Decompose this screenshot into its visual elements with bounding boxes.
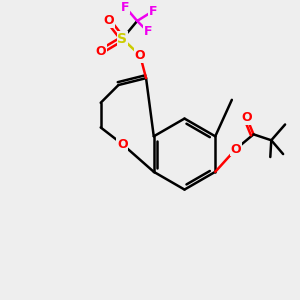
Text: O: O [135,49,146,62]
Text: O: O [230,142,241,156]
Text: O: O [103,14,114,28]
Text: S: S [117,32,128,46]
Text: O: O [95,45,106,58]
Text: F: F [121,1,130,13]
Text: F: F [144,25,152,38]
Text: O: O [117,138,128,151]
Text: F: F [149,4,157,18]
Text: O: O [241,111,252,124]
